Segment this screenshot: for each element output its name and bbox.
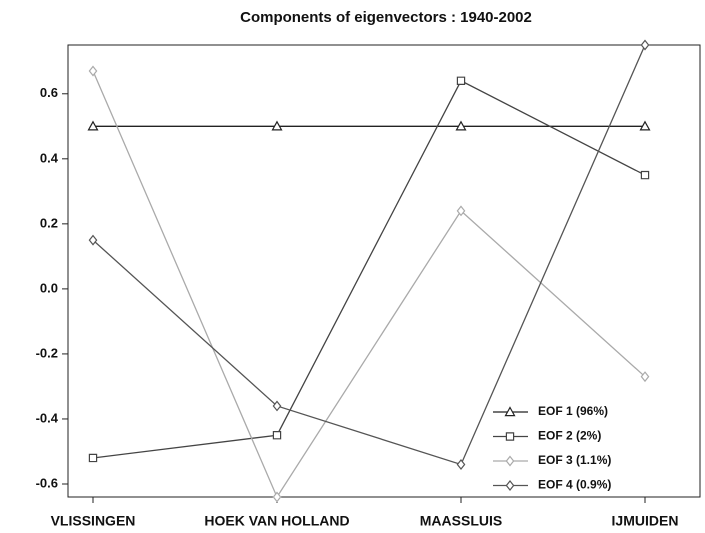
- y-tick-label: -0.4: [36, 410, 59, 425]
- y-tick-label: 0.6: [40, 85, 58, 100]
- y-tick-label: 0.4: [40, 150, 59, 165]
- marker: [456, 205, 466, 217]
- legend-label: EOF 4 (0.9%): [538, 478, 611, 492]
- legend-label: EOF 3 (1.1%): [538, 453, 611, 467]
- chart-title: Components of eigenvectors : 1940-2002: [240, 9, 532, 26]
- marker: [640, 371, 650, 383]
- x-tick-label: VLISSINGEN: [51, 513, 136, 529]
- marker: [505, 455, 515, 467]
- marker: [639, 120, 651, 131]
- series-line: [92, 44, 646, 466]
- x-tick-label: HOEK VAN HOLLAND: [204, 513, 349, 529]
- marker: [272, 491, 282, 503]
- marker: [272, 400, 282, 412]
- x-tick-label: MAASSLUIS: [420, 513, 502, 529]
- plot-frame: [67, 44, 701, 498]
- marker: [271, 120, 283, 131]
- y-tick-label: -0.6: [36, 475, 58, 490]
- marker: [88, 234, 98, 246]
- marker: [272, 431, 282, 440]
- marker: [455, 120, 467, 131]
- marker: [640, 170, 650, 180]
- marker: [504, 406, 516, 417]
- marker: [87, 120, 99, 131]
- marker: [640, 39, 650, 51]
- marker: [505, 480, 515, 491]
- series-line: [92, 70, 646, 499]
- marker: [505, 432, 515, 441]
- y-tick-label: 0.2: [40, 215, 58, 230]
- marker: [88, 453, 98, 463]
- y-tick-label: 0.0: [40, 280, 58, 295]
- legend-label: EOF 2 (2%): [538, 429, 601, 443]
- y-tick-label: -0.2: [36, 345, 58, 360]
- series-line: [92, 79, 646, 459]
- marker: [456, 76, 466, 85]
- marker: [456, 459, 466, 470]
- legend-label: EOF 1 (96%): [538, 404, 608, 418]
- marker: [88, 65, 98, 77]
- x-tick-label: IJMUIDEN: [612, 513, 679, 529]
